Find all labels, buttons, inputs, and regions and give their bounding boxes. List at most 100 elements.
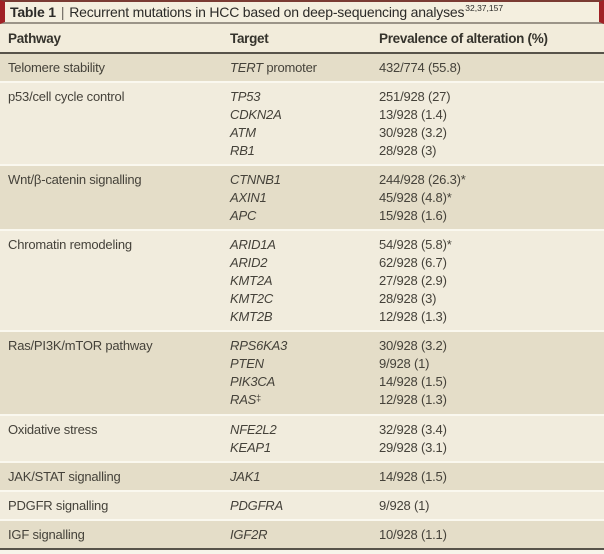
table-row: JAK/STAT signalling JAK1 14/928 (1.5) <box>0 463 604 492</box>
gene-symbol: TP53 <box>230 89 261 104</box>
target-cell: PDGFRA <box>230 497 379 515</box>
target-cell: ARID1A ARID2 KMT2A KMT2C KMT2B <box>230 236 379 326</box>
table-title-bar: Table 1 | Recurrent mutations in HCC bas… <box>0 0 604 24</box>
pathway-cell: JAK/STAT signalling <box>8 469 121 484</box>
prevalence-cell: 32/928 (3.4) 29/928 (3.1) <box>379 421 604 457</box>
target-gene: RPS6KA3 <box>230 337 379 355</box>
table-row: Telomere stability TERT promoter 432/774 (… <box>0 54 604 83</box>
target-gene: KMT2A <box>230 272 379 290</box>
prevalence-value: 12/928 (1.3) <box>379 392 447 407</box>
pathway-cell: IGF signalling <box>8 527 85 542</box>
table-title: Recurrent mutations in HCC based on deep… <box>69 4 465 20</box>
target-gene: TERT promoter <box>230 60 317 75</box>
gene-symbol: CTNNB1 <box>230 172 281 187</box>
prevalence-value: 14/928 (1.5) <box>379 374 447 389</box>
gene-symbol: JAK1 <box>230 469 261 484</box>
gene-symbol: ARID1A <box>230 237 276 252</box>
target-gene: IGF2R <box>230 526 379 544</box>
prevalence-value: 62/928 (6.7) <box>379 255 447 270</box>
gene-symbol: APC <box>230 208 257 223</box>
table-body: Telomere stability TERT promoter 432/774 (… <box>0 54 604 550</box>
target-gene: TP53 <box>230 88 379 106</box>
column-header-row: Pathway Target Prevalence of alteration … <box>0 24 604 54</box>
prevalence-value: 10/928 (1.1) <box>379 527 447 542</box>
prevalence-cell: 251/928 (27) 13/928 (1.4) 30/928 (3.2) 28/9… <box>379 88 604 160</box>
table-row: Wnt/β-catenin signalling CTNNB1 AXIN1 APC 24… <box>0 166 604 231</box>
pathway-cell: Wnt/β-catenin signalling <box>8 172 142 187</box>
prevalence-value: 251/928 (27) <box>379 89 451 104</box>
target-cell: JAK1 <box>230 468 379 486</box>
gene-symbol: RPS6KA3 <box>230 338 288 353</box>
table-row: Chromatin remodeling ARID1A ARID2 KMT2A KMT2… <box>0 231 604 332</box>
pathway-cell: Oxidative stress <box>8 422 98 437</box>
target-cell: CTNNB1 AXIN1 APC <box>230 171 379 225</box>
prevalence-cell: 54/928 (5.8)* 62/928 (6.7) 27/928 (2.9) 28/… <box>379 236 604 326</box>
prevalence-cell: 10/928 (1.1) <box>379 526 604 544</box>
target-gene: ARID2 <box>230 254 379 272</box>
target-cell: NFE2L2 KEAP1 <box>230 421 379 457</box>
gene-symbol: CDKN2A <box>230 107 282 122</box>
target-gene: KMT2C <box>230 290 379 308</box>
target-cell: TERT promoter <box>230 59 379 77</box>
target-gene: ARID1A <box>230 236 379 254</box>
pathway-cell: Chromatin remodeling <box>8 237 132 252</box>
title-separator: | <box>60 4 65 20</box>
target-gene: KEAP1 <box>230 439 379 457</box>
gene-footnote-marker: ‡ <box>256 393 262 403</box>
gene-symbol: ARID2 <box>230 255 268 270</box>
gene-symbol: KEAP1 <box>230 440 271 455</box>
target-gene: RAS‡ <box>230 391 379 410</box>
prevalence-value: 9/928 (1) <box>379 356 430 371</box>
pathway-cell: Telomere stability <box>8 60 105 75</box>
table-row: IGF signalling IGF2R 10/928 (1.1) <box>0 521 604 550</box>
target-cell: RPS6KA3 PTEN PIK3CA RAS‡ <box>230 337 379 410</box>
target-gene: PDGFRA <box>230 497 379 515</box>
prevalence-value: 30/928 (3.2) <box>379 338 447 353</box>
prevalence-value: 9/928 (1) <box>379 498 430 513</box>
target-gene: CDKN2A <box>230 106 379 124</box>
target-gene: PTEN <box>230 355 379 373</box>
table-row: Oxidative stress NFE2L2 KEAP1 32/928 (3.4) 2… <box>0 416 604 463</box>
prevalence-value: 12/928 (1.3) <box>379 309 447 324</box>
table-number: Table 1 <box>10 4 56 20</box>
gene-symbol: IGF2R <box>230 527 268 542</box>
prevalence-value: 27/928 (2.9) <box>379 273 447 288</box>
gene-symbol: TERT <box>230 60 263 75</box>
gene-symbol: PTEN <box>230 356 264 371</box>
pathway-cell: PDGFR signalling <box>8 498 109 513</box>
prevalence-value: 432/774 (55.8) <box>379 60 461 75</box>
prevalence-value: 15/928 (1.6) <box>379 208 447 223</box>
target-gene: RB1 <box>230 142 379 160</box>
gene-symbol: PDGFRA <box>230 498 283 513</box>
gene-symbol: KMT2A <box>230 273 273 288</box>
prevalence-cell: 14/928 (1.5) <box>379 468 604 486</box>
prevalence-value: 28/928 (3) <box>379 291 437 306</box>
prevalence-value: 14/928 (1.5) <box>379 469 447 484</box>
title-reference-superscript: 32,37,157 <box>465 3 504 13</box>
prevalence-cell: 9/928 (1) <box>379 497 604 515</box>
gene-symbol: KMT2B <box>230 309 273 324</box>
prevalence-value: 32/928 (3.4) <box>379 422 447 437</box>
table-row: p53/cell cycle control TP53 CDKN2A ATM RB1 25… <box>0 83 604 166</box>
pathway-cell: Ras/PI3K/mTOR pathway <box>8 338 153 353</box>
gene-symbol: NFE2L2 <box>230 422 277 437</box>
pathway-cell: p53/cell cycle control <box>8 89 125 104</box>
prevalence-value: 28/928 (3) <box>379 143 437 158</box>
prevalence-value: 13/928 (1.4) <box>379 107 447 122</box>
target-cell: IGF2R <box>230 526 379 544</box>
gene-symbol: AXIN1 <box>230 190 267 205</box>
target-gene: APC <box>230 207 379 225</box>
column-header-target: Target <box>230 30 269 46</box>
prevalence-value: 45/928 (4.8)* <box>379 190 452 205</box>
gene-symbol: RAS <box>230 392 257 407</box>
table-row: PDGFR signalling PDGFRA 9/928 (1) <box>0 492 604 521</box>
prevalence-cell: 432/774 (55.8) <box>379 59 604 77</box>
gene-symbol: PIK3CA <box>230 374 276 389</box>
prevalence-value: 244/928 (26.3)* <box>379 172 466 187</box>
prevalence-cell: 244/928 (26.3)* 45/928 (4.8)* 15/928 (1.6) <box>379 171 604 225</box>
gene-symbol: ATM <box>230 125 256 140</box>
prevalence-value: 29/928 (3.1) <box>379 440 447 455</box>
target-gene: PIK3CA <box>230 373 379 391</box>
target-gene: JAK1 <box>230 468 379 486</box>
